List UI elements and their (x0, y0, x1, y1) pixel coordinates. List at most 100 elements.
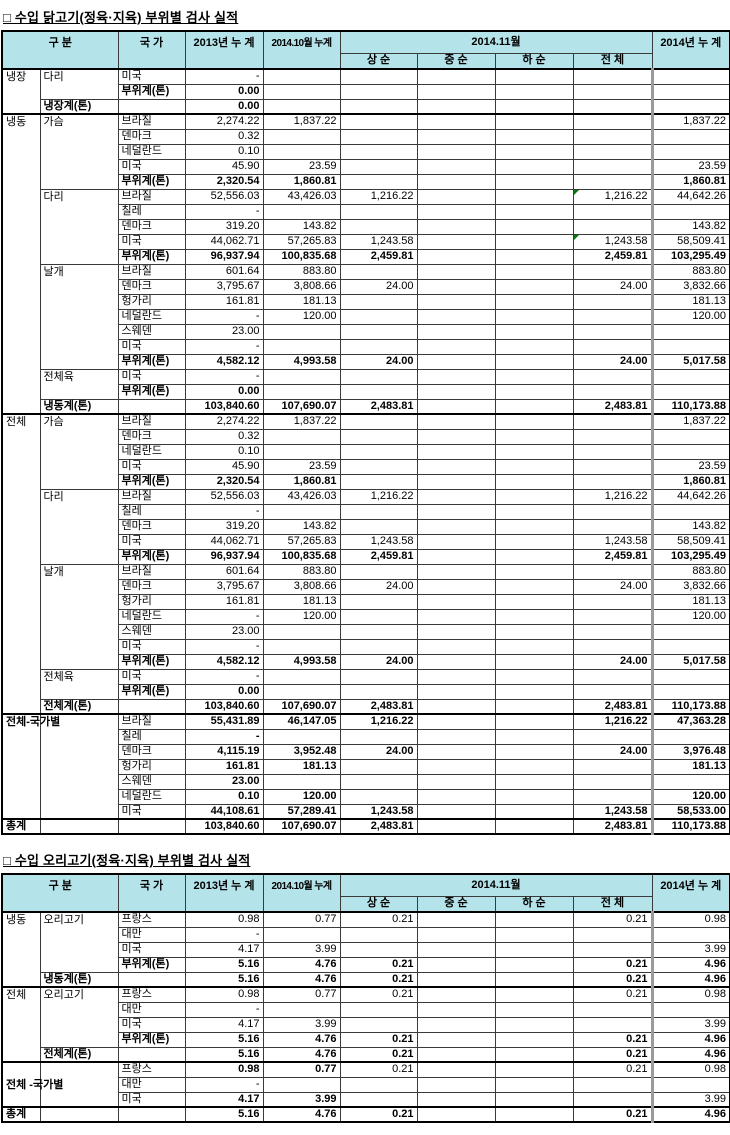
value-cell[interactable]: 2,274.22 (184, 413, 264, 430)
value-cell[interactable] (339, 218, 418, 235)
value-cell[interactable] (494, 608, 574, 625)
value-cell[interactable]: - (184, 926, 264, 943)
value-cell[interactable]: 24.00 (339, 653, 418, 670)
value-cell[interactable]: 24.00 (339, 278, 418, 295)
value-cell[interactable]: 103,840.60 (184, 698, 264, 715)
label-cell[interactable] (117, 698, 186, 715)
value-cell[interactable]: 1,837.22 (262, 113, 341, 130)
value-cell[interactable] (339, 563, 418, 580)
value-cell[interactable] (416, 578, 496, 595)
value-cell[interactable]: 103,840.60 (184, 398, 264, 415)
value-cell[interactable] (572, 143, 653, 160)
value-cell[interactable] (494, 263, 574, 280)
label-cell[interactable]: 스웨덴 (117, 773, 186, 790)
col-header-gubun[interactable]: 구 분 (1, 873, 119, 913)
value-cell[interactable] (416, 308, 496, 325)
value-cell[interactable] (339, 428, 418, 445)
label-cell[interactable]: 부위계(톤) (117, 383, 186, 400)
value-cell[interactable]: 120.00 (650, 308, 730, 325)
label-cell[interactable]: 미국 (117, 638, 186, 655)
value-cell[interactable] (650, 323, 730, 340)
value-cell[interactable] (572, 458, 653, 475)
value-cell[interactable] (339, 926, 418, 943)
value-cell[interactable]: 5.16 (184, 1106, 264, 1123)
value-cell[interactable] (339, 113, 418, 130)
label-cell[interactable]: 덴마크 (117, 218, 186, 235)
value-cell[interactable] (416, 83, 496, 100)
col-header-gubun[interactable]: 구 분 (1, 30, 119, 70)
value-cell[interactable] (416, 818, 496, 835)
value-cell[interactable] (494, 743, 574, 760)
row-group-cell[interactable]: 전체 -국가별 (1, 1061, 63, 1108)
value-cell[interactable]: 0.32 (184, 128, 264, 145)
value-cell[interactable]: 45.90 (184, 458, 264, 475)
value-cell[interactable]: 883.80 (262, 263, 341, 280)
value-cell[interactable] (494, 473, 574, 490)
value-cell[interactable]: 1,860.81 (650, 473, 730, 490)
value-cell[interactable]: 3,832.66 (650, 278, 730, 295)
value-cell[interactable] (494, 653, 574, 670)
value-cell[interactable]: 319.20 (184, 518, 264, 535)
row-group-cell[interactable]: 총계 (1, 1106, 41, 1123)
value-cell[interactable] (339, 98, 418, 115)
value-cell[interactable] (494, 1001, 574, 1018)
value-cell[interactable] (494, 458, 574, 475)
value-cell[interactable] (339, 1001, 418, 1018)
value-cell[interactable]: - (184, 368, 264, 385)
row-group-cell[interactable]: 오리고기 (39, 986, 119, 1048)
value-cell[interactable] (494, 338, 574, 355)
value-cell[interactable] (339, 1016, 418, 1033)
value-cell[interactable] (494, 488, 574, 505)
value-cell[interactable]: 3,795.67 (184, 278, 264, 295)
value-cell[interactable]: 2,459.81 (339, 548, 418, 565)
value-cell[interactable] (416, 683, 496, 700)
value-cell[interactable]: 58,533.00 (650, 803, 730, 820)
label-cell[interactable]: 미국 (117, 941, 186, 958)
value-cell[interactable]: 107,690.07 (262, 818, 341, 835)
row-group-cell[interactable]: 전체육 (39, 668, 119, 700)
value-cell[interactable]: 100,835.68 (262, 248, 341, 265)
value-cell[interactable] (339, 593, 418, 610)
row-group-cell[interactable]: 전체계(톤) (39, 1046, 119, 1063)
value-cell[interactable] (416, 608, 496, 625)
label-cell[interactable]: 프랑스 (117, 1061, 186, 1078)
label-cell[interactable]: 미국 (117, 458, 186, 475)
value-cell[interactable] (494, 113, 574, 130)
value-cell[interactable] (572, 1001, 653, 1018)
row-group-cell[interactable]: 전체 (1, 413, 41, 715)
value-cell[interactable] (572, 668, 653, 685)
value-cell[interactable]: 883.80 (650, 563, 730, 580)
value-cell[interactable] (416, 398, 496, 415)
value-cell[interactable] (572, 218, 653, 235)
value-cell[interactable]: 44,062.71 (184, 233, 264, 250)
value-cell[interactable]: 58,509.41 (650, 233, 730, 250)
value-cell[interactable]: 1,243.58 (339, 233, 418, 250)
value-cell[interactable] (416, 218, 496, 235)
value-cell[interactable] (572, 758, 653, 775)
value-cell[interactable]: 0.98 (184, 911, 264, 928)
label-cell[interactable]: 부위계(톤) (117, 248, 186, 265)
value-cell[interactable] (416, 293, 496, 310)
value-cell[interactable]: - (184, 68, 264, 85)
value-cell[interactable] (572, 173, 653, 190)
value-cell[interactable]: 100,835.68 (262, 548, 341, 565)
value-cell[interactable]: 24.00 (572, 353, 653, 370)
value-cell[interactable] (572, 308, 653, 325)
label-cell[interactable]: 부위계(톤) (117, 548, 186, 565)
value-cell[interactable] (494, 1076, 574, 1093)
value-cell[interactable] (339, 443, 418, 460)
value-cell[interactable] (262, 323, 341, 340)
value-cell[interactable] (339, 458, 418, 475)
value-cell[interactable] (494, 383, 574, 400)
value-cell[interactable]: 1,860.81 (650, 173, 730, 190)
value-cell[interactable]: 1,216.22 (572, 488, 653, 505)
value-cell[interactable]: 44,642.26 (650, 488, 730, 505)
value-cell[interactable] (650, 383, 730, 400)
value-cell[interactable]: 5,017.58 (650, 653, 730, 670)
value-cell[interactable]: 107,690.07 (262, 398, 341, 415)
value-cell[interactable]: 3.99 (262, 1091, 341, 1108)
value-cell[interactable]: 96,937.94 (184, 548, 264, 565)
value-cell[interactable]: 4.76 (262, 1046, 341, 1063)
value-cell[interactable] (572, 263, 653, 280)
label-cell[interactable]: 부위계(톤) (117, 956, 186, 973)
